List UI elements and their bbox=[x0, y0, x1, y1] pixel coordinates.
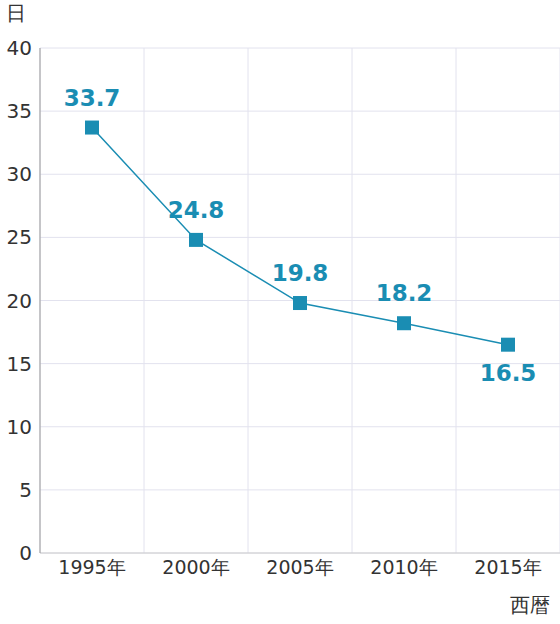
svg-text:19.8: 19.8 bbox=[272, 260, 329, 286]
html-text:日: 日 bbox=[6, 1, 26, 25]
svg-text:2005年: 2005年 bbox=[266, 556, 333, 578]
html-text:西暦: 西暦 bbox=[510, 593, 550, 617]
svg-text:2000年: 2000年 bbox=[162, 556, 229, 578]
svg-text:24.8: 24.8 bbox=[168, 197, 225, 223]
svg-text:30: 30 bbox=[8, 162, 32, 186]
svg-text:2015年: 2015年 bbox=[474, 556, 541, 578]
svg-text:35: 35 bbox=[8, 99, 32, 123]
svg-text:20: 20 bbox=[8, 289, 32, 313]
svg-text:18.2: 18.2 bbox=[376, 280, 433, 306]
svg-text:40: 40 bbox=[8, 36, 32, 60]
svg-text:0: 0 bbox=[19, 541, 32, 565]
svg-text:1995年: 1995年 bbox=[58, 556, 125, 578]
svg-text:2010年: 2010年 bbox=[370, 556, 437, 578]
svg-text:15: 15 bbox=[8, 352, 32, 376]
svg-text:10: 10 bbox=[8, 415, 32, 439]
svg-text:5: 5 bbox=[19, 478, 32, 502]
svg-text:33.7: 33.7 bbox=[64, 85, 121, 111]
svg-text:25: 25 bbox=[8, 225, 32, 249]
svg-text:16.5: 16.5 bbox=[480, 360, 537, 386]
